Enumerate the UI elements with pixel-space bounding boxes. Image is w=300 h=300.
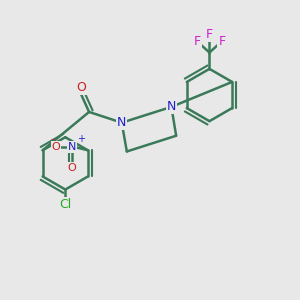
Text: N: N [117,116,127,129]
Text: O: O [76,81,86,94]
Text: F: F [218,35,226,48]
Text: O: O [67,163,76,173]
Text: N: N [68,142,76,152]
Text: Cl: Cl [59,198,71,211]
Text: -: - [51,134,55,144]
Text: +: + [76,134,85,144]
Text: F: F [206,28,213,40]
Text: N: N [167,100,176,113]
Text: O: O [52,142,61,152]
Text: F: F [194,35,200,48]
